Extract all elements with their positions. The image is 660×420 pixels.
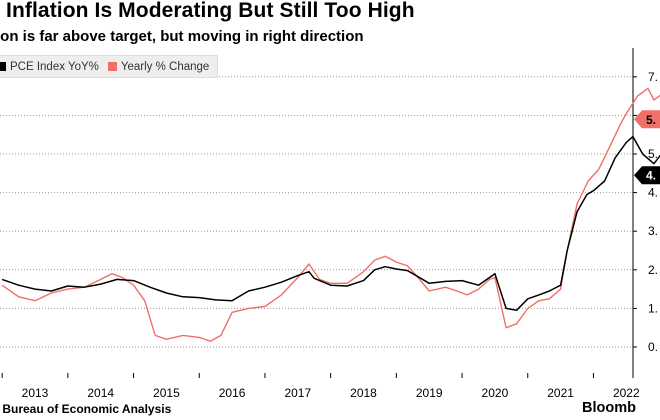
series-line-yearly-change bbox=[1, 87, 660, 342]
legend-label-yearly-change: Yearly % Change bbox=[120, 60, 210, 73]
last-value-tag-yearly-change bbox=[634, 110, 660, 129]
y-tick-label-5: 5. bbox=[648, 147, 658, 161]
x-tick-label-2013: 2013 bbox=[22, 386, 49, 400]
legend-entry-yearly-change: Yearly % Change bbox=[107, 60, 210, 73]
last-value-label-yearly-change: 5. bbox=[646, 113, 656, 127]
x-tick-label-2016: 2016 bbox=[219, 386, 246, 400]
series-line-pce bbox=[1, 135, 660, 312]
x-tick-label-2018: 2018 bbox=[350, 386, 377, 400]
x-tick-label-2015: 2015 bbox=[153, 386, 180, 400]
y-tick-label-1: 1. bbox=[648, 301, 658, 315]
y-tick-label-7: 7. bbox=[648, 70, 658, 84]
x-tick-label-2021: 2021 bbox=[547, 386, 574, 400]
x-tick-label-2020: 2020 bbox=[482, 386, 509, 400]
y-tick-label-4: 4. bbox=[648, 186, 658, 200]
source-note: : Bureau of Economic Analysis bbox=[0, 402, 172, 416]
last-value-label-pce: 4. bbox=[646, 169, 656, 183]
y-tick-label-3: 3. bbox=[648, 224, 658, 238]
last-value-tag-pce bbox=[634, 166, 660, 185]
x-tick-label-2019: 2019 bbox=[416, 386, 443, 400]
legend-swatch-yearly-change bbox=[107, 62, 117, 71]
chart-subtitle: tion is far above target, but moving in … bbox=[0, 28, 364, 45]
legend-entry-pce: PCE Index YoY% bbox=[0, 61, 99, 73]
y-tick-label-2: 2. bbox=[648, 263, 658, 277]
x-tick-label-2022: 2022 bbox=[613, 386, 640, 400]
legend: PCE Index YoY% Yearly % Change bbox=[0, 55, 219, 78]
x-tick-label-2017: 2017 bbox=[284, 386, 311, 400]
y-tick-label-0: 0. bbox=[648, 340, 658, 354]
brand-logo-text: Bloomb bbox=[582, 400, 636, 416]
legend-swatch-pce bbox=[0, 62, 6, 71]
legend-label-pce: PCE Index YoY% bbox=[10, 60, 99, 73]
x-tick-label-2014: 2014 bbox=[87, 386, 114, 400]
page-title: E Inflation Is Moderating But Still Too … bbox=[0, 0, 415, 22]
